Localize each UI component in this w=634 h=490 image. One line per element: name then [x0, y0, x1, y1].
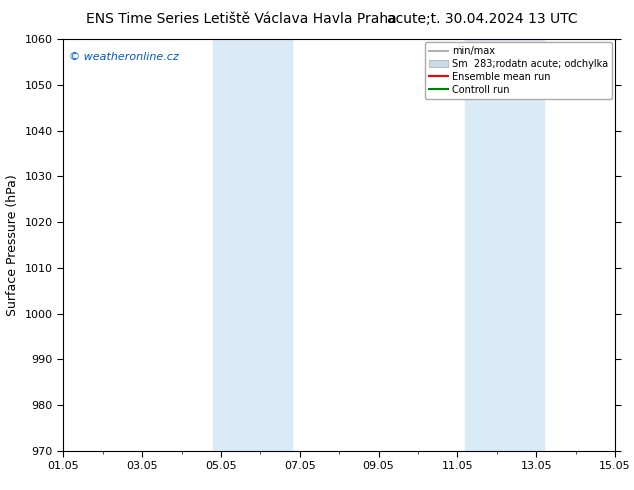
Y-axis label: Surface Pressure (hPa): Surface Pressure (hPa): [6, 174, 19, 316]
Legend: min/max, Sm  283;rodatn acute; odchylka, Ensemble mean run, Controll run: min/max, Sm 283;rodatn acute; odchylka, …: [425, 42, 612, 98]
Text: acute;t. 30.04.2024 13 UTC: acute;t. 30.04.2024 13 UTC: [387, 12, 577, 26]
Bar: [465, 39, 544, 451]
Bar: [213, 39, 292, 451]
Text: © weatheronline.cz: © weatheronline.cz: [69, 51, 179, 62]
Text: ENS Time Series Letiště Václava Havla Praha: ENS Time Series Letiště Václava Havla Pr…: [86, 12, 396, 26]
